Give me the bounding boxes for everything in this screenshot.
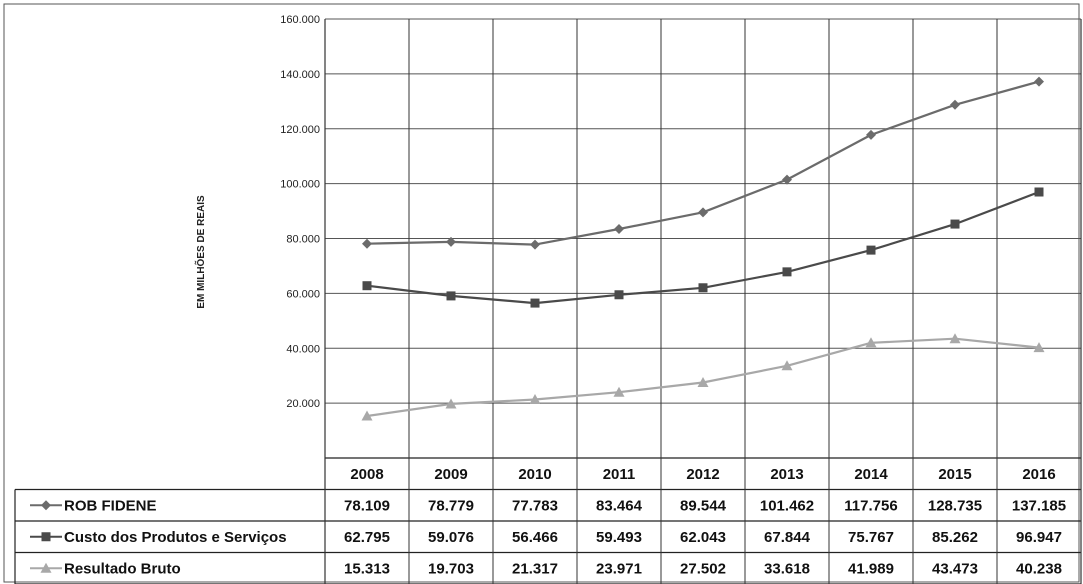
data-label: 83.464 bbox=[596, 497, 643, 514]
legend-marker bbox=[40, 562, 52, 573]
data-label: 40.238 bbox=[1016, 560, 1062, 577]
data-label: 96.947 bbox=[1016, 529, 1062, 546]
legend-marker bbox=[41, 500, 51, 511]
data-label: 85.262 bbox=[932, 529, 978, 546]
data-point bbox=[530, 298, 540, 308]
data-label: 43.473 bbox=[932, 560, 978, 577]
data-label: 21.317 bbox=[512, 560, 558, 577]
data-label: 77.783 bbox=[512, 497, 558, 514]
data-point bbox=[866, 129, 876, 140]
data-label: 78.779 bbox=[428, 497, 474, 514]
data-label: 137.185 bbox=[1012, 497, 1066, 514]
data-label: 23.971 bbox=[596, 560, 642, 577]
category-label: 2008 bbox=[350, 466, 383, 483]
category-label: 2013 bbox=[770, 466, 803, 483]
data-label: 62.043 bbox=[680, 529, 726, 546]
y-tick-label: 140.000 bbox=[280, 69, 320, 81]
category-label: 2014 bbox=[854, 466, 888, 483]
legend-label: Resultado Bruto bbox=[64, 560, 181, 577]
data-point bbox=[950, 219, 960, 229]
data-point bbox=[614, 223, 624, 234]
data-point bbox=[1034, 187, 1044, 197]
data-label: 75.767 bbox=[848, 529, 894, 546]
data-point bbox=[950, 99, 960, 110]
y-tick-label: 80.000 bbox=[286, 234, 320, 246]
category-label: 2010 bbox=[518, 466, 551, 483]
data-point bbox=[614, 290, 624, 300]
data-point bbox=[1034, 76, 1044, 87]
data-point bbox=[949, 333, 961, 344]
legend-label: Custo dos Produtos e Serviços bbox=[64, 529, 287, 546]
data-point bbox=[530, 239, 540, 250]
data-point bbox=[782, 174, 792, 185]
data-point bbox=[865, 337, 877, 348]
y-tick-label: 20.000 bbox=[286, 398, 320, 410]
legend-label: ROB FIDENE bbox=[64, 497, 157, 514]
data-point bbox=[782, 267, 792, 277]
data-label: 19.703 bbox=[428, 560, 474, 577]
data-label: 27.502 bbox=[680, 560, 726, 577]
data-point bbox=[361, 410, 373, 421]
data-point bbox=[446, 236, 456, 247]
data-point bbox=[613, 386, 625, 397]
data-point bbox=[362, 281, 372, 291]
data-point bbox=[362, 238, 372, 249]
data-label: 78.109 bbox=[344, 497, 390, 514]
data-label: 59.493 bbox=[596, 529, 642, 546]
data-label: 117.756 bbox=[844, 497, 897, 514]
data-point bbox=[866, 245, 876, 255]
data-label: 33.618 bbox=[764, 560, 810, 577]
category-label: 2015 bbox=[938, 466, 971, 483]
data-label: 128.735 bbox=[928, 497, 982, 514]
y-tick-label: 60.000 bbox=[286, 288, 320, 300]
series-layer bbox=[361, 76, 1045, 421]
category-label: 2009 bbox=[434, 466, 467, 483]
data-label: 41.989 bbox=[848, 560, 894, 577]
y-tick-label: 100.000 bbox=[280, 179, 320, 191]
y-tick-label: 160.000 bbox=[280, 14, 320, 26]
y-axis: 20.000 40.000 60.000 80.000 100.000 120.000 14… bbox=[280, 14, 320, 410]
data-label: 59.076 bbox=[428, 529, 474, 546]
data-point bbox=[1033, 342, 1045, 353]
y-axis-title: EM MILHÕES DE REAIS bbox=[194, 195, 207, 309]
data-table: 2008 2009 2010 2011 2012 2013 2014 2015 2016 ROB … bbox=[14, 19, 1082, 584]
y-tick-label: 120.000 bbox=[280, 124, 320, 136]
data-point bbox=[446, 291, 456, 301]
data-point bbox=[529, 394, 541, 405]
category-label: 2012 bbox=[686, 466, 719, 483]
data-point bbox=[697, 377, 709, 388]
data-point bbox=[781, 360, 793, 371]
legend-marker bbox=[41, 532, 51, 542]
data-label: 56.466 bbox=[512, 529, 558, 546]
data-point bbox=[698, 283, 708, 293]
data-label: 89.544 bbox=[680, 497, 727, 514]
data-label: 101.462 bbox=[760, 497, 814, 514]
data-label: 15.313 bbox=[344, 560, 390, 577]
data-point bbox=[698, 207, 708, 218]
category-label: 2011 bbox=[603, 466, 636, 483]
data-point bbox=[445, 398, 457, 409]
data-label: 62.795 bbox=[344, 529, 390, 546]
category-label: 2016 bbox=[1022, 466, 1055, 483]
data-label: 67.844 bbox=[764, 529, 811, 546]
y-tick-label: 40.000 bbox=[286, 343, 320, 355]
